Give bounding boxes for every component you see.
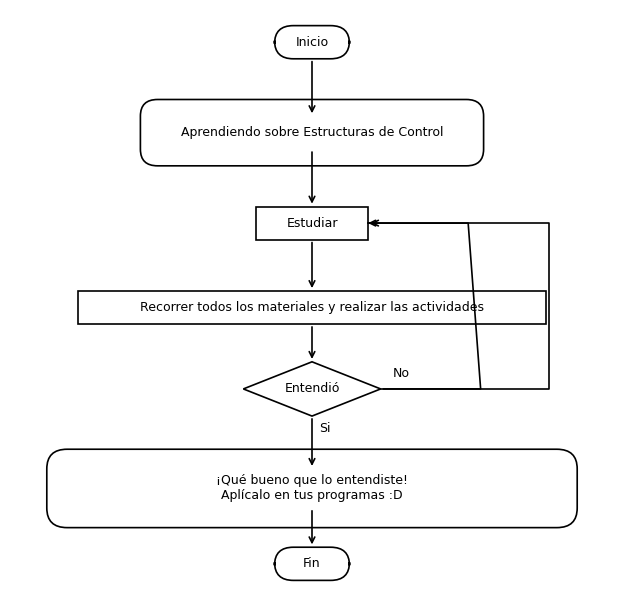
FancyBboxPatch shape	[275, 548, 349, 580]
Text: No: No	[393, 367, 410, 380]
FancyBboxPatch shape	[140, 99, 484, 166]
Text: Aprendiendo sobre Estructuras de Control: Aprendiendo sobre Estructuras de Control	[181, 126, 443, 139]
Text: Fin: Fin	[303, 557, 321, 570]
Polygon shape	[243, 362, 381, 416]
Bar	[78, 291, 546, 324]
Text: ¡Qué bueno que lo entendiste!
Aplícalo en tus programas :D: ¡Qué bueno que lo entendiste! Aplícalo e…	[216, 475, 408, 502]
Text: Inicio: Inicio	[295, 36, 329, 49]
Bar	[256, 206, 368, 239]
FancyBboxPatch shape	[275, 25, 349, 58]
Text: Si: Si	[319, 422, 331, 435]
Text: Recorrer todos los materiales y realizar las actividades: Recorrer todos los materiales y realizar…	[140, 301, 484, 314]
FancyBboxPatch shape	[47, 449, 577, 528]
Text: Estudiar: Estudiar	[286, 216, 338, 230]
Text: Entendió: Entendió	[285, 382, 339, 396]
